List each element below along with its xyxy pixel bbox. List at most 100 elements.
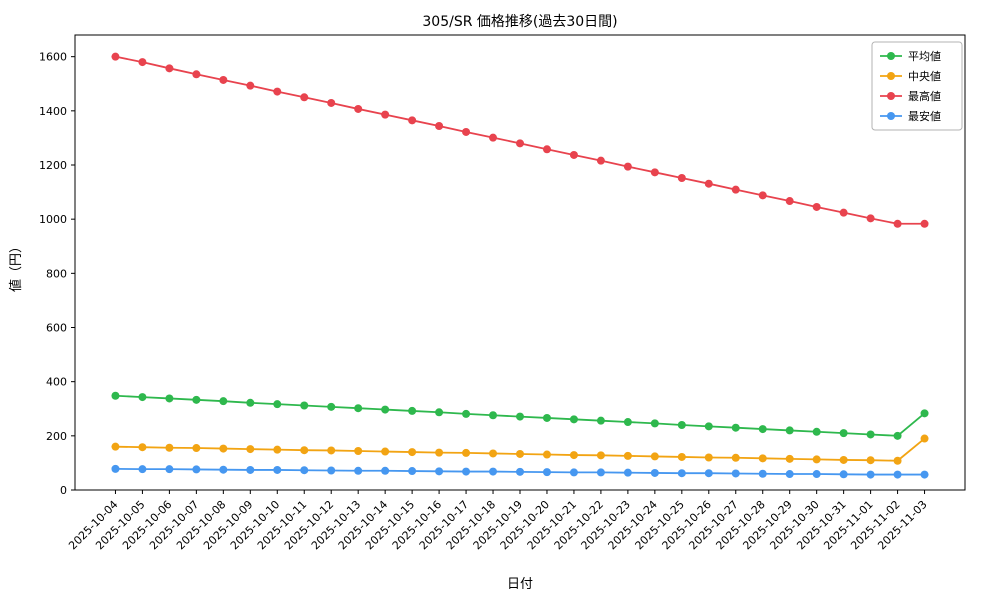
series-marker-1 (920, 434, 929, 443)
y-tick-label: 0 (60, 484, 67, 497)
series-marker-1 (165, 443, 174, 452)
series-marker-0 (273, 400, 282, 409)
series-marker-3 (812, 470, 821, 479)
series-marker-2 (300, 93, 309, 102)
series-marker-1 (758, 454, 767, 463)
series-marker-2 (111, 52, 120, 61)
series-marker-2 (192, 70, 201, 79)
series-marker-3 (408, 467, 417, 476)
series-marker-2 (246, 81, 255, 90)
series-marker-1 (623, 451, 632, 460)
series-marker-2 (596, 156, 605, 165)
series-marker-3 (111, 464, 120, 473)
legend-marker-0 (887, 52, 895, 60)
series-marker-2 (219, 75, 228, 84)
series-marker-3 (246, 465, 255, 474)
series-marker-2 (435, 122, 444, 130)
legend-label-1: 中央値 (908, 70, 941, 83)
series-marker-1 (866, 456, 875, 465)
plot-frame (74, 34, 966, 491)
series-marker-3 (138, 465, 147, 474)
series-marker-0 (542, 413, 551, 422)
series-marker-0 (704, 422, 713, 431)
series-marker-0 (354, 404, 363, 413)
series-marker-0 (219, 397, 228, 406)
series-marker-3 (354, 466, 363, 475)
legend-marker-1 (887, 72, 895, 80)
y-tick-label: 1200 (39, 159, 67, 172)
series-marker-3 (192, 465, 201, 474)
series-marker-1 (489, 449, 498, 458)
series-marker-3 (758, 469, 767, 478)
legend-label-2: 最高値 (908, 89, 941, 103)
series-marker-1 (785, 454, 794, 463)
series-marker-2 (489, 133, 498, 142)
series-marker-3 (704, 469, 713, 478)
series-marker-2 (516, 139, 524, 148)
series-marker-0 (408, 406, 417, 415)
series-marker-3 (650, 468, 659, 477)
series-marker-1 (542, 450, 551, 459)
series-marker-1 (354, 447, 363, 455)
x-axis-label: 日付 (507, 577, 533, 592)
series-marker-2 (920, 219, 929, 228)
series-marker-2 (839, 208, 848, 217)
series-marker-1 (408, 448, 417, 457)
y-axis-label: 値（円） (8, 240, 24, 292)
series-marker-2 (893, 219, 902, 228)
series-marker-0 (920, 409, 929, 418)
series-marker-3 (516, 467, 524, 476)
series-marker-2 (327, 98, 336, 107)
legend-marker-2 (887, 92, 895, 100)
series-marker-1 (273, 445, 282, 454)
series-marker-0 (596, 416, 605, 425)
series-marker-3 (327, 466, 336, 475)
series-marker-2 (542, 145, 551, 154)
series-marker-2 (138, 58, 147, 67)
legend-box (871, 41, 963, 131)
series-marker-0 (138, 393, 147, 402)
y-tick-label: 400 (46, 376, 67, 389)
series-marker-0 (246, 398, 255, 407)
series-marker-0 (165, 394, 174, 403)
series-marker-0 (731, 423, 740, 432)
y-tick-label: 1600 (39, 51, 67, 64)
series-marker-3 (219, 465, 228, 474)
series-marker-3 (785, 470, 794, 479)
y-tick-label: 200 (46, 430, 67, 443)
series-marker-2 (677, 174, 686, 182)
series-marker-2 (408, 116, 417, 125)
series-marker-3 (273, 465, 282, 474)
y-tick-label: 600 (46, 322, 67, 335)
series-marker-1 (677, 452, 686, 461)
series-marker-0 (812, 427, 821, 436)
series-marker-0 (677, 421, 686, 429)
series-marker-0 (866, 430, 875, 439)
series-marker-1 (381, 447, 390, 456)
series-marker-2 (623, 162, 632, 171)
series-marker-0 (462, 409, 471, 418)
series-marker-0 (111, 391, 120, 400)
legend-label-3: 最安値 (908, 109, 941, 123)
series-marker-1 (516, 449, 524, 458)
series-marker-3 (300, 466, 309, 475)
series-marker-2 (704, 179, 713, 188)
series-marker-0 (569, 415, 578, 424)
series-marker-0 (839, 429, 848, 438)
series-marker-1 (462, 448, 471, 457)
series-marker-2 (785, 197, 794, 206)
series-marker-2 (758, 191, 767, 200)
series-marker-3 (677, 469, 686, 478)
series-marker-3 (731, 469, 740, 478)
series-marker-3 (165, 465, 174, 474)
series-marker-1 (138, 443, 147, 452)
series-marker-1 (327, 446, 336, 455)
series-marker-2 (650, 168, 659, 177)
series-marker-1 (111, 442, 120, 451)
legend-marker-3 (887, 112, 895, 120)
series-marker-0 (489, 411, 498, 420)
series-marker-0 (650, 419, 659, 428)
series-marker-3 (381, 466, 390, 475)
series-marker-2 (812, 202, 821, 211)
